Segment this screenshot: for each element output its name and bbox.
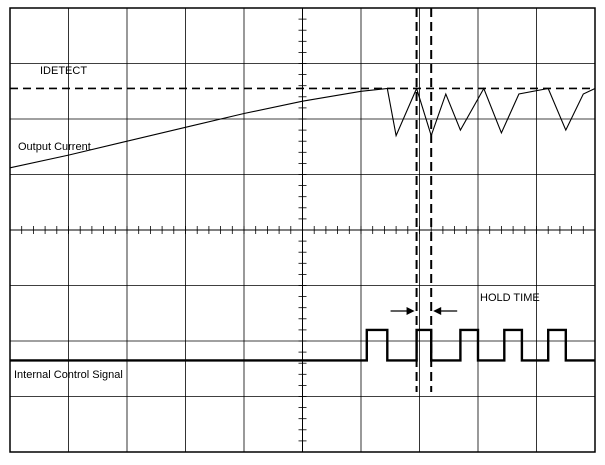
label-hold-time: HOLD TIME bbox=[480, 292, 540, 304]
internal-control-signal-trace bbox=[10, 328, 595, 362]
grid bbox=[9, 7, 596, 453]
label-idetect: IDETECT bbox=[40, 65, 87, 77]
label-internal-control-signal: Internal Control Signal bbox=[14, 369, 123, 381]
hold-time-arrowhead-right bbox=[433, 307, 442, 315]
output-current-trace bbox=[9, 86, 596, 169]
hold-time-arrowhead-left bbox=[406, 307, 415, 315]
traces bbox=[9, 86, 596, 362]
label-output-current: Output Current bbox=[18, 141, 91, 153]
annotations bbox=[10, 8, 595, 392]
